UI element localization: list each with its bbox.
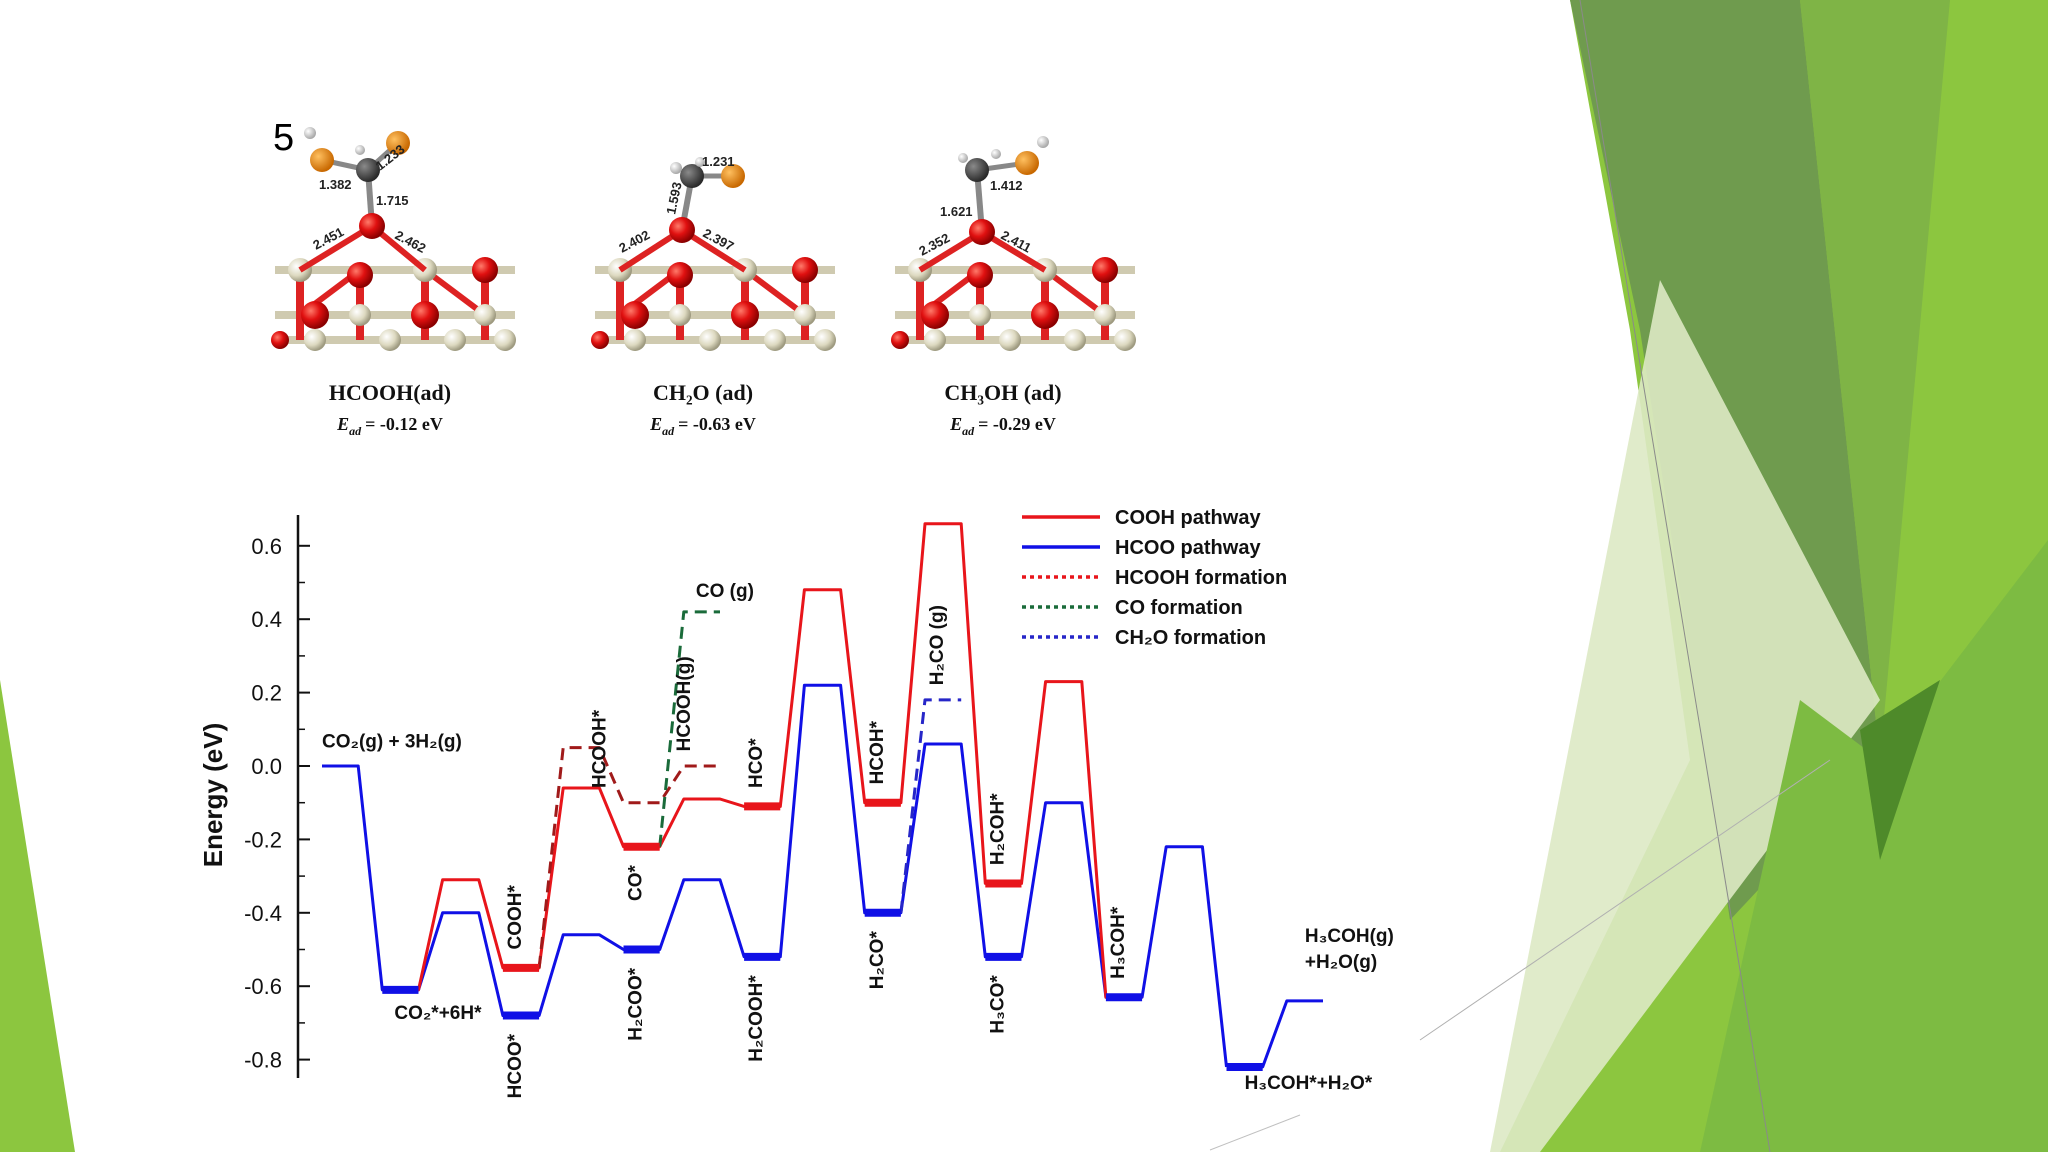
molecule-name: CH₃OH (ad) [944, 380, 1061, 405]
y-tick-label: -0.6 [244, 974, 282, 999]
y-tick-label: -0.2 [244, 827, 282, 852]
molecule-name: HCOOH(ad) [329, 380, 451, 405]
levels-layer [382, 798, 1263, 1071]
bond-length: 1.382 [319, 177, 352, 192]
y-tick-label: -0.8 [244, 1048, 282, 1073]
species-label: HCOO* [505, 1033, 526, 1098]
legend-label: COOH pathway [1115, 507, 1261, 529]
species-label: H₂CO (g) [927, 605, 948, 685]
series-line [658, 610, 720, 847]
species-label: H₂COO* [626, 967, 647, 1040]
bond-length: 1.593 [663, 181, 684, 216]
y-tick-label: -0.4 [244, 901, 282, 926]
species-label: H₂COH* [987, 793, 1008, 865]
y-tick-label: 0.6 [251, 534, 282, 559]
y-ticks: 0.6 0.4 0.2 0.0 -0.2 -0.4 -0.6 -0.8 [244, 534, 310, 1073]
structure-ch2o: 1.231 1.593 2.402 2.397 CH₂O (ad) Ead = -… [591, 154, 836, 438]
species-label: CO₂*+6H* [394, 1003, 482, 1024]
species-label: CO₂(g) + 3H₂(g) [322, 732, 462, 753]
bond-length: 1.715 [376, 193, 409, 208]
right-mid-band [1800, 0, 1950, 760]
decor-line [1579, 0, 1771, 1152]
left-green-shape [0, 680, 75, 1152]
species-label: CO (g) [696, 581, 754, 602]
species-label: CO* [626, 864, 647, 901]
species-label: H₃COH*+H₂O* [1245, 1073, 1373, 1094]
y-tick-label: 0.2 [251, 681, 282, 706]
species-label: HCOOH* [589, 709, 610, 788]
species-label: HCOH* [867, 720, 888, 784]
legend-label: HCOO pathway [1115, 537, 1261, 559]
right-accent [1860, 680, 1940, 860]
decor-line [1419, 759, 1831, 1041]
species-label: H₃CO* [987, 975, 1008, 1034]
species-label: HCOOH(g) [674, 656, 695, 751]
y-axis-label: Energy (eV) [198, 723, 228, 868]
adsorption-energy: Ead = -0.63 eV [649, 414, 756, 438]
species-label: +H₂O(g) [1305, 952, 1377, 973]
species-label: H₃COH* [1108, 906, 1129, 979]
decor-line [1209, 1114, 1301, 1151]
species-labels: CO₂(g) + 3H₂(g) CO₂*+6H* COOH* HCOO* HCOOH* C… [322, 581, 1394, 1098]
series-line [1226, 999, 1323, 1069]
legend-label: CH₂O formation [1115, 627, 1266, 649]
legend-label: CO formation [1115, 597, 1243, 619]
bond-length: 1.412 [990, 178, 1023, 193]
series-line [899, 698, 962, 913]
slide-number: 5 [273, 117, 295, 159]
molecule-name: CH₂O (ad) [653, 380, 753, 405]
bond-length: 1.621 [940, 204, 973, 219]
right-lower-band [1700, 540, 2048, 1152]
adsorption-energy: Ead = -0.29 eV [949, 414, 1056, 438]
legend: COOH pathway HCOO pathway HCOOH formation C… [1022, 507, 1287, 649]
species-label: H₃COH(g) [1305, 926, 1394, 947]
legend-label: HCOOH formation [1115, 567, 1287, 589]
series-line [322, 683, 1228, 1068]
structure-hcooh: 1.382 1.233 1.715 2.451 2.462 HCOOH(ad) … [271, 127, 516, 438]
bond-length: 1.231 [702, 154, 735, 169]
y-tick-label: 0.4 [251, 607, 282, 632]
species-label: HCO* [746, 738, 767, 788]
right-light-band [1490, 280, 1880, 1152]
species-label: H₂CO* [867, 931, 888, 990]
adsorption-energy: Ead = -0.12 eV [336, 414, 443, 438]
y-tick-label: 0.0 [251, 754, 282, 779]
species-label: H₂COOH* [746, 975, 767, 1062]
structure-ch3oh: 1.412 1.621 2.352 2.411 CH₃OH (ad) Ead = … [891, 136, 1136, 438]
species-label: COOH* [505, 885, 526, 950]
